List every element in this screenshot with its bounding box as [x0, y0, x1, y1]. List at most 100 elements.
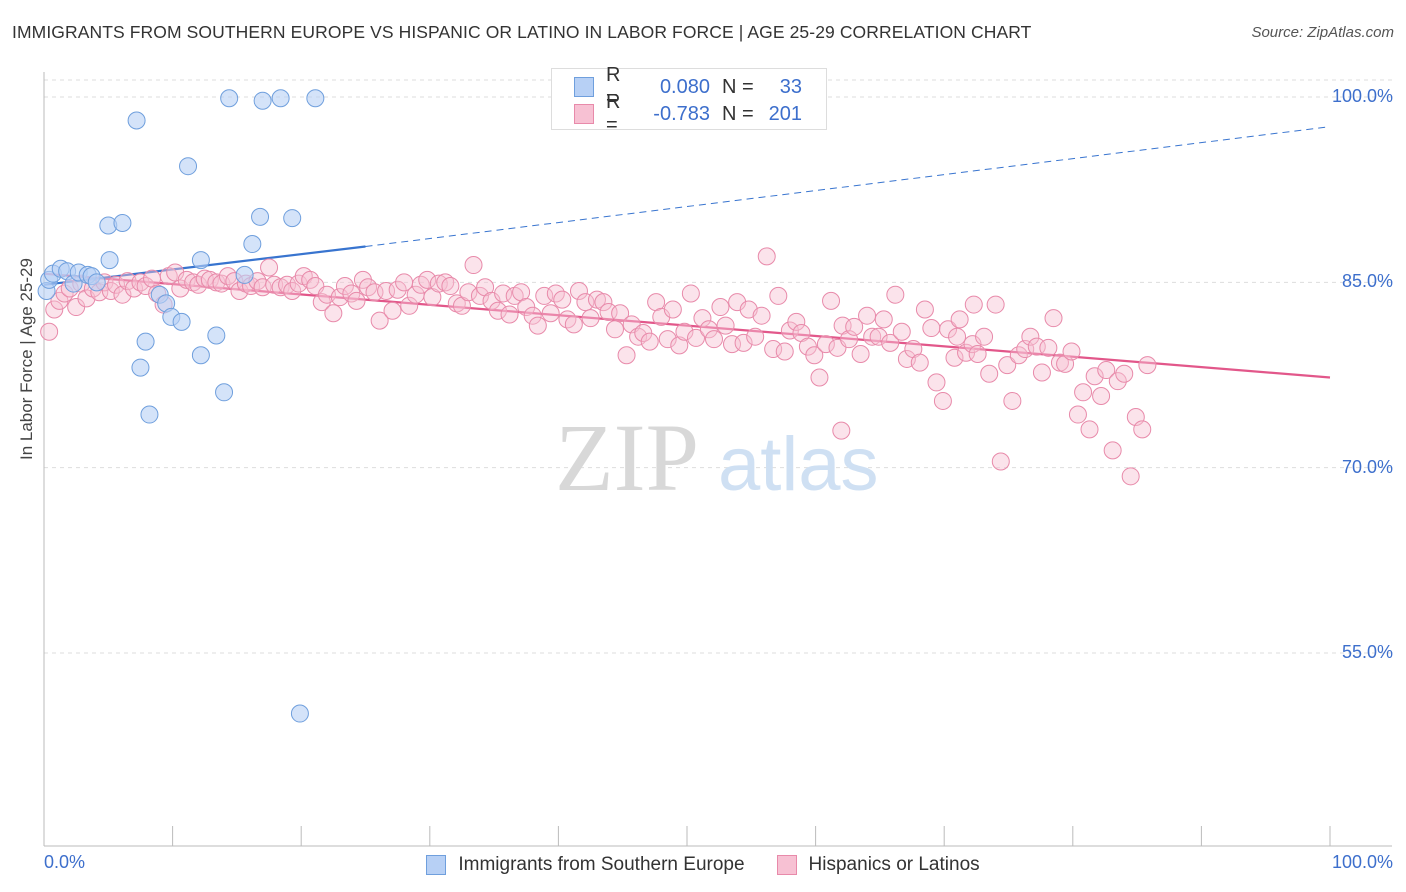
- data-point-hispanics: [605, 320, 624, 339]
- data-point-hispanics: [822, 291, 841, 310]
- data-point-hispanics: [886, 285, 905, 304]
- data-point-southern-europe: [283, 209, 302, 228]
- legend-item-hispanics[interactable]: Hispanics or Latinos: [776, 854, 980, 876]
- data-point-hispanics: [45, 300, 64, 319]
- data-point-hispanics: [863, 327, 882, 346]
- legend-item-southern-europe[interactable]: Immigrants from Southern Europe: [426, 854, 745, 876]
- data-point-hispanics: [488, 301, 507, 320]
- data-point-hispanics: [528, 316, 547, 335]
- data-point-hispanics: [851, 344, 870, 363]
- data-point-hispanics: [40, 322, 59, 341]
- data-point-hispanics: [858, 306, 877, 325]
- data-point-hispanics: [775, 342, 794, 361]
- data-point-hispanics: [699, 320, 718, 339]
- data-point-hispanics: [869, 327, 888, 346]
- y-tick-label: 70.0%: [1341, 456, 1393, 477]
- data-point-hispanics: [581, 309, 600, 328]
- data-point-hispanics: [734, 333, 753, 352]
- data-point-hispanics: [986, 295, 1005, 314]
- data-point-hispanics: [881, 333, 900, 352]
- data-point-southern-europe: [215, 383, 234, 402]
- data-point-hispanics: [113, 285, 132, 304]
- data-point-southern-europe: [140, 405, 159, 424]
- series-legend: Immigrants from Southern Europe Hispanic…: [0, 852, 1406, 878]
- data-point-hispanics: [810, 368, 829, 387]
- data-point-hispanics: [845, 317, 864, 336]
- data-point-southern-europe: [131, 358, 150, 377]
- data-point-hispanics: [107, 275, 126, 294]
- data-point-southern-europe: [179, 157, 198, 176]
- r-label: R =: [606, 91, 621, 136]
- data-point-hispanics: [681, 284, 700, 303]
- data-point-hispanics: [1021, 327, 1040, 346]
- data-point-hispanics: [1062, 342, 1081, 361]
- data-point-hispanics: [494, 284, 513, 303]
- data-point-hispanics: [576, 293, 595, 312]
- watermark-atlas: atlas: [718, 422, 879, 507]
- data-point-hispanics: [388, 280, 407, 299]
- n-label: N =: [722, 102, 754, 125]
- data-point-southern-europe: [136, 332, 155, 351]
- data-point-hispanics: [1044, 309, 1063, 328]
- data-point-hispanics: [118, 272, 137, 291]
- data-point-hispanics: [324, 304, 343, 323]
- data-point-hispanics: [283, 281, 302, 300]
- data-point-hispanics: [764, 340, 783, 359]
- data-point-hispanics: [1085, 367, 1104, 386]
- data-point-southern-europe: [251, 207, 270, 226]
- data-point-hispanics: [230, 281, 249, 300]
- data-point-hispanics: [383, 301, 402, 320]
- data-point-hispanics: [658, 330, 677, 349]
- x-tick-label-end: 100.0%: [1331, 852, 1393, 872]
- data-point-hispanics: [975, 327, 994, 346]
- data-point-hispanics: [365, 283, 384, 302]
- data-point-hispanics: [447, 294, 466, 313]
- stats-legend: R = 0.080 N = 33 R = -0.783 N = 201: [551, 64, 827, 136]
- data-point-southern-europe: [290, 704, 309, 723]
- data-point-hispanics: [1003, 391, 1022, 410]
- y-axis-label: In Labor Force | Age 25-29: [17, 258, 36, 460]
- data-point-hispanics: [523, 306, 542, 325]
- data-point-hispanics: [711, 298, 730, 317]
- data-point-hispanics: [1108, 372, 1127, 391]
- data-point-hispanics: [535, 286, 554, 305]
- data-point-hispanics: [599, 302, 618, 321]
- blue-swatch: [426, 855, 447, 875]
- data-point-hispanics: [459, 283, 478, 302]
- data-point-southern-europe: [271, 89, 290, 108]
- data-point-hispanics: [968, 344, 987, 363]
- data-point-hispanics: [998, 356, 1017, 375]
- data-point-hispanics: [611, 304, 630, 323]
- data-point-hispanics: [927, 373, 946, 392]
- data-point-hispanics: [347, 291, 366, 310]
- data-point-hispanics: [253, 278, 272, 297]
- y-tick-label: 55.0%: [1341, 642, 1393, 662]
- data-point-southern-europe: [243, 235, 262, 254]
- legend-label: Hispanics or Latinos: [808, 854, 980, 875]
- data-point-hispanics: [400, 296, 419, 315]
- data-point-hispanics: [1097, 361, 1116, 380]
- data-point-hispanics: [980, 364, 999, 383]
- data-point-hispanics: [617, 346, 636, 365]
- data-point-hispanics: [670, 336, 689, 355]
- data-point-hispanics: [915, 300, 934, 319]
- data-point-hispanics: [832, 421, 851, 440]
- r-label: R =: [606, 64, 621, 109]
- data-point-hispanics: [330, 288, 349, 307]
- watermark-zip: ZIP: [555, 404, 699, 511]
- data-point-southern-europe: [127, 111, 146, 130]
- data-point-hispanics: [553, 290, 572, 309]
- data-point-hispanics: [594, 293, 613, 312]
- y-tick-label: 100.0%: [1331, 86, 1393, 106]
- source-label: Source: ZipAtlas.com: [1251, 24, 1394, 41]
- data-point-southern-europe: [306, 89, 325, 108]
- data-point-southern-europe: [253, 91, 272, 110]
- data-point-hispanics: [470, 286, 489, 305]
- data-point-hispanics: [752, 306, 771, 325]
- data-point-hispanics: [541, 304, 560, 323]
- data-point-southern-europe: [207, 326, 226, 345]
- data-point-hispanics: [1115, 364, 1134, 383]
- data-point-hispanics: [260, 258, 279, 277]
- data-point-hispanics: [705, 330, 724, 349]
